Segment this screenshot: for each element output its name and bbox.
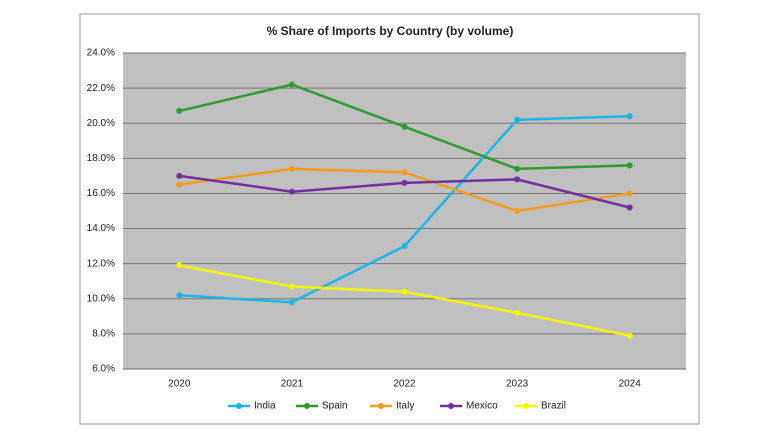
legend-marker bbox=[236, 403, 242, 409]
data-point bbox=[401, 288, 408, 295]
data-point bbox=[626, 190, 633, 197]
data-point bbox=[288, 299, 295, 306]
data-point bbox=[401, 243, 408, 250]
legend-label: Italy bbox=[396, 401, 414, 412]
legend-label: Spain bbox=[322, 401, 348, 412]
data-point bbox=[288, 165, 295, 172]
y-tick-label: 6.0% bbox=[92, 364, 115, 375]
y-tick-label: 12.0% bbox=[87, 258, 115, 269]
data-point bbox=[626, 113, 633, 120]
y-tick-label: 24.0% bbox=[87, 48, 115, 59]
plot-area bbox=[123, 53, 686, 369]
x-tick-label: 2020 bbox=[168, 379, 191, 390]
y-tick-label: 16.0% bbox=[87, 188, 115, 199]
data-point bbox=[514, 309, 521, 316]
data-point bbox=[176, 172, 183, 179]
x-tick-label: 2024 bbox=[619, 379, 642, 390]
data-point bbox=[514, 176, 521, 183]
legend-label: Brazil bbox=[541, 401, 566, 412]
data-point bbox=[176, 181, 183, 188]
data-point bbox=[514, 208, 521, 214]
legend-label: Mexico bbox=[466, 401, 498, 412]
data-point bbox=[288, 283, 295, 290]
legend-marker bbox=[304, 403, 310, 409]
data-point bbox=[401, 169, 408, 176]
data-point bbox=[514, 165, 521, 172]
y-tick-label: 22.0% bbox=[87, 83, 115, 94]
legend-marker bbox=[378, 403, 384, 409]
y-tick-label: 10.0% bbox=[87, 293, 115, 304]
data-point bbox=[288, 81, 295, 88]
data-point bbox=[626, 332, 633, 339]
data-point bbox=[514, 116, 521, 123]
data-point bbox=[626, 204, 633, 211]
y-tick-label: 8.0% bbox=[92, 329, 115, 340]
y-tick-label: 20.0% bbox=[87, 118, 115, 129]
legend-marker bbox=[448, 403, 454, 409]
legend-marker bbox=[523, 403, 529, 409]
data-point bbox=[176, 107, 183, 114]
y-tick-label: 18.0% bbox=[87, 153, 115, 164]
x-tick-label: 2023 bbox=[506, 379, 529, 390]
data-point bbox=[176, 262, 183, 269]
data-point bbox=[401, 179, 408, 186]
data-point bbox=[626, 162, 633, 169]
data-point bbox=[401, 123, 408, 130]
x-tick-label: 2021 bbox=[281, 379, 304, 390]
chart-title: % Share of Imports by Country (by volume… bbox=[267, 24, 514, 38]
data-point bbox=[176, 292, 183, 299]
legend-label: India bbox=[254, 401, 276, 412]
y-tick-label: 14.0% bbox=[87, 223, 115, 234]
data-point bbox=[288, 188, 295, 195]
x-tick-label: 2022 bbox=[393, 379, 416, 390]
